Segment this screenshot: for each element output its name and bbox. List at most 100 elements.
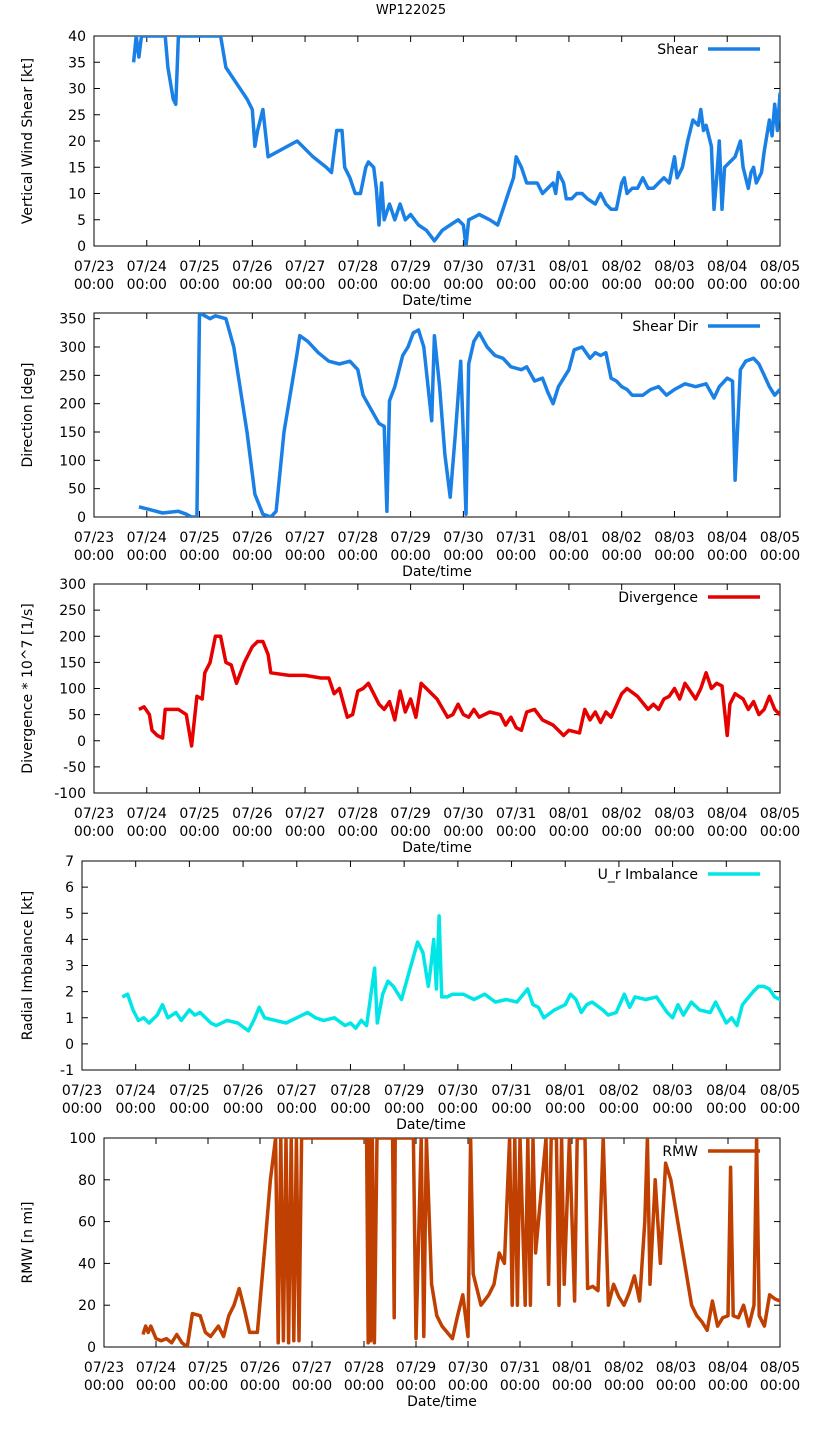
x-tick-label-date: 07/31 <box>491 1083 531 1099</box>
x-tick-label-date: 07/30 <box>443 259 483 275</box>
x-tick-label-time: 00:00 <box>338 548 378 564</box>
y-tick-label: -50 <box>63 760 86 776</box>
x-tick-label-date: 07/30 <box>438 1083 478 1099</box>
x-tick-label-time: 00:00 <box>74 548 114 564</box>
divergence-plot-frame <box>93 583 781 794</box>
x-tick-label-date: 07/27 <box>292 1360 332 1376</box>
x-tick-label-time: 00:00 <box>549 548 589 564</box>
x-tick-label-date: 08/02 <box>602 530 642 546</box>
x-tick-label-date: 07/23 <box>62 1083 102 1099</box>
legend-label: Divergence <box>618 590 698 606</box>
x-tick-label-date: 07/27 <box>285 530 325 546</box>
x-tick-label-time: 00:00 <box>344 1378 384 1394</box>
y-tick-label: 0 <box>77 734 86 750</box>
chart-title: WP122025 <box>376 3 446 18</box>
x-tick-label-date: 08/03 <box>654 259 694 275</box>
x-tick-label-date: 07/27 <box>277 1083 317 1099</box>
x-tick-label-time: 00:00 <box>654 824 694 840</box>
x-tick-label-time: 00:00 <box>127 277 167 293</box>
y-tick-label: 200 <box>59 629 86 645</box>
radial-imbalance-series-line <box>121 914 780 1033</box>
x-tick-label-time: 00:00 <box>390 548 430 564</box>
x-tick-label-date: 07/29 <box>390 806 430 822</box>
x-tick-label-time: 00:00 <box>760 548 800 564</box>
x-tick-label-date: 08/04 <box>706 1083 746 1099</box>
x-tick-label-date: 08/03 <box>654 806 694 822</box>
shear-dir-series-line <box>138 313 780 517</box>
x-tick-label-time: 00:00 <box>136 1378 176 1394</box>
x-tick-label-date: 07/27 <box>285 259 325 275</box>
y-tick-label: 0 <box>77 239 86 255</box>
radial-imbalance-panel: -1 0 1 2 3 4 5 6 7 07/23 00:00 07/24 00:00 07/25 00:00… <box>20 854 800 1133</box>
x-tick-label-date: 08/01 <box>549 259 589 275</box>
x-tick-label-date: 07/24 <box>116 1083 156 1099</box>
x-tick-label-date: 07/30 <box>448 1360 488 1376</box>
y-tick-label: 300 <box>59 340 86 356</box>
x-tick-label-time: 00:00 <box>706 1101 746 1117</box>
x-tick-label-date: 07/26 <box>232 259 272 275</box>
x-tick-label-time: 00:00 <box>443 548 483 564</box>
x-tick-label-time: 00:00 <box>74 824 114 840</box>
x-tick-label-time: 00:00 <box>127 548 167 564</box>
x-tick-label-date: 07/27 <box>285 806 325 822</box>
x-tick-label-date: 07/23 <box>74 806 114 822</box>
x-tick-label-time: 00:00 <box>285 277 325 293</box>
x-tick-label-date: 07/26 <box>240 1360 280 1376</box>
x-tick-label-date: 08/05 <box>760 259 800 275</box>
x-tick-label-time: 00:00 <box>179 548 219 564</box>
y-axis-label: Divergence * 10^7 [1/s] <box>20 603 36 773</box>
y-tick-label: 50 <box>68 482 86 498</box>
x-axis-label: Date/time <box>402 840 472 856</box>
x-tick-label-time: 00:00 <box>438 1101 478 1117</box>
divergence-panel: -100 -50 0 50 100 150 200 250 300 07/23 00:00 07/24… <box>20 577 800 856</box>
y-tick-label: -100 <box>54 786 86 802</box>
shear-dir-panel: 0 50 100 150 200 250 300 350 07/23 00:00 07/24 00:0… <box>20 312 800 580</box>
x-tick-label-time: 00:00 <box>338 277 378 293</box>
shear-dir-plot-frame <box>93 312 781 518</box>
x-tick-label-date: 07/31 <box>500 1360 540 1376</box>
x-tick-label-date: 08/01 <box>552 1360 592 1376</box>
y-tick-label: 100 <box>59 682 86 698</box>
x-tick-label-date: 07/29 <box>390 259 430 275</box>
x-tick-label-date: 07/23 <box>84 1360 124 1376</box>
x-tick-label-date: 07/28 <box>344 1360 384 1376</box>
rmw-series-line <box>141 1138 780 1347</box>
x-tick-label-time: 00:00 <box>390 277 430 293</box>
y-tick-label: 350 <box>59 312 86 328</box>
x-tick-label-time: 00:00 <box>330 1101 370 1117</box>
x-tick-label-date: 07/25 <box>179 530 219 546</box>
rmw-panel: 0 20 40 60 80 100 07/23 00:00 07/24 00:00 07/25 00:… <box>20 1131 800 1410</box>
legend-label: U_r Imbalance <box>598 867 698 883</box>
x-tick-label-time: 00:00 <box>602 824 642 840</box>
x-tick-label-time: 00:00 <box>169 1101 209 1117</box>
x-tick-label-date: 08/05 <box>760 1083 800 1099</box>
y-tick-label: 100 <box>59 453 86 469</box>
x-tick-label-time: 00:00 <box>62 1101 102 1117</box>
x-tick-label-time: 00:00 <box>448 1378 488 1394</box>
y-axis-label: Direction [deg] <box>20 362 36 467</box>
y-tick-label: 150 <box>59 655 86 671</box>
x-tick-label-time: 00:00 <box>443 824 483 840</box>
x-tick-label-time: 00:00 <box>127 824 167 840</box>
x-tick-label-time: 00:00 <box>285 548 325 564</box>
x-tick-label-date: 07/24 <box>127 530 167 546</box>
x-tick-label-date: 08/04 <box>707 530 747 546</box>
y-tick-label: 25 <box>68 108 86 124</box>
x-tick-label-date: 08/04 <box>707 806 747 822</box>
x-tick-label-date: 07/29 <box>390 530 430 546</box>
x-tick-label-date: 07/24 <box>127 259 167 275</box>
x-tick-label-time: 00:00 <box>179 824 219 840</box>
x-tick-label-date: 07/31 <box>496 806 536 822</box>
x-tick-label-time: 00:00 <box>223 1101 263 1117</box>
y-tick-label: 4 <box>65 932 74 948</box>
x-tick-label-date: 08/02 <box>602 259 642 275</box>
x-tick-label-date: 08/03 <box>656 1360 696 1376</box>
y-tick-label: 0 <box>87 1340 96 1356</box>
x-tick-label-date: 07/26 <box>232 530 272 546</box>
x-tick-label-time: 00:00 <box>707 548 747 564</box>
x-tick-label-time: 00:00 <box>496 277 536 293</box>
x-tick-label-time: 00:00 <box>602 548 642 564</box>
x-tick-label-time: 00:00 <box>232 277 272 293</box>
x-tick-label-date: 07/29 <box>384 1083 424 1099</box>
x-tick-label-time: 00:00 <box>232 548 272 564</box>
